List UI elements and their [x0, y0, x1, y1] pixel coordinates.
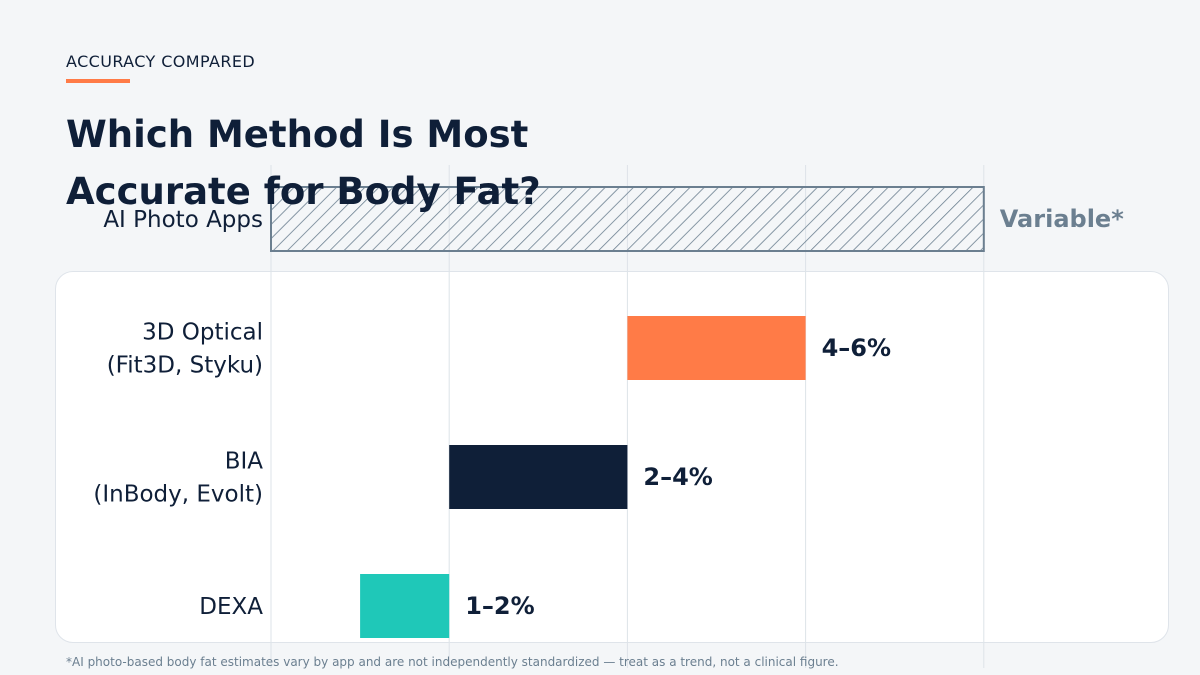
category-label: 3D Optical — [142, 320, 263, 346]
bar — [360, 574, 450, 638]
footnote: *AI photo-based body fat estimates vary … — [66, 655, 839, 669]
value-label: 4–6% — [822, 334, 891, 362]
value-label: 1–2% — [465, 592, 534, 620]
page-title: Which Method Is Most Accurate for Body F… — [66, 113, 541, 213]
bar — [449, 445, 628, 509]
value-label: 2–4% — [643, 463, 712, 491]
category-label: AI Photo Apps — [103, 207, 263, 233]
bar — [270, 186, 985, 252]
category-label: DEXA — [199, 594, 263, 620]
category-label: (Fit3D, Styku) — [107, 353, 263, 379]
eyebrow-label: ACCURACY COMPARED — [66, 52, 256, 71]
eyebrow-accent-rule — [66, 79, 130, 83]
category-label: (InBody, Evolt) — [93, 482, 263, 508]
value-label: Variable* — [1000, 205, 1124, 233]
bar — [627, 316, 806, 380]
category-label: BIA — [225, 449, 264, 475]
